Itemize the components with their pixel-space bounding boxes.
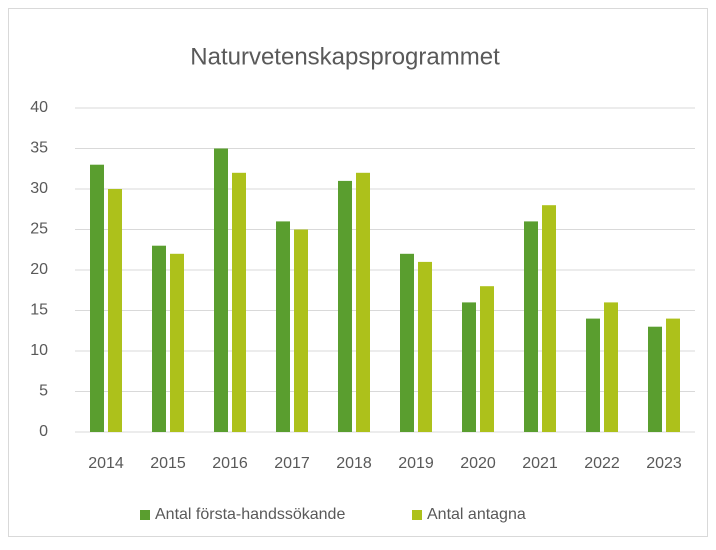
bar (356, 172, 370, 433)
x-tick-label: 2019 (398, 455, 434, 472)
y-tick-label: 0 (39, 423, 48, 440)
bar (586, 318, 600, 432)
x-tick-label: 2023 (646, 455, 682, 472)
bar (294, 229, 308, 432)
x-tick-label: 2014 (88, 455, 124, 472)
x-tick-label: 2021 (522, 455, 558, 472)
legend-swatch (412, 510, 422, 520)
legend-swatch (140, 510, 150, 520)
bar (108, 189, 122, 432)
chart-title: Naturvetenskapsprogrammet (190, 43, 500, 70)
y-tick-label: 10 (30, 342, 48, 359)
bar (418, 261, 432, 432)
bar (214, 148, 228, 432)
bar (542, 205, 556, 432)
bar (400, 253, 414, 432)
y-tick-label: 30 (30, 180, 48, 197)
bar (604, 302, 618, 432)
bar (666, 318, 680, 432)
bar (648, 326, 662, 432)
bar (152, 245, 166, 432)
bar (480, 286, 494, 432)
bar (90, 164, 104, 432)
bar (170, 253, 184, 432)
y-tick-label: 20 (30, 261, 48, 278)
x-tick-label: 2017 (274, 455, 310, 472)
x-tick-label: 2016 (212, 455, 248, 472)
bar (276, 221, 290, 432)
y-tick-label: 40 (30, 99, 48, 116)
bar (338, 180, 352, 432)
x-tick-label: 2018 (336, 455, 372, 472)
x-tick-label: 2022 (584, 455, 620, 472)
y-tick-label: 15 (30, 302, 48, 319)
x-tick-label: 2020 (460, 455, 496, 472)
bar (524, 221, 538, 432)
y-tick-label: 35 (30, 140, 48, 157)
legend-label: Antal första-handssökande (155, 506, 345, 523)
legend-label: Antal antagna (427, 506, 526, 523)
bar (462, 302, 476, 432)
y-tick-label: 25 (30, 221, 48, 238)
bar (232, 172, 246, 433)
x-tick-label: 2015 (150, 455, 186, 472)
y-tick-label: 5 (39, 383, 48, 400)
